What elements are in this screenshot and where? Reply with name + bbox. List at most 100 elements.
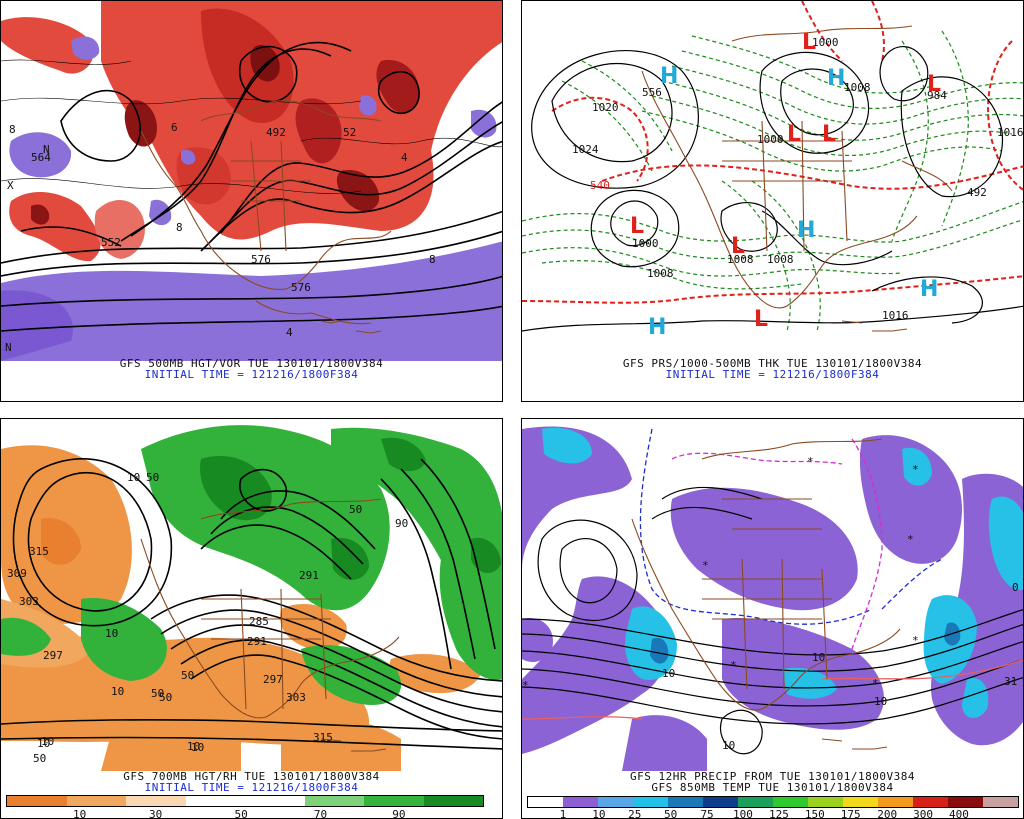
precip-colorbar <box>527 796 1019 808</box>
low-pressure-symbol: L <box>787 122 801 147</box>
colorbar-label: 10 <box>72 808 87 819</box>
colorbar-swatch <box>66 796 126 806</box>
panel-subtitle: GFS 850MB TEMP TUE 130101/1800V384 <box>651 781 894 794</box>
svg-text:1000: 1000 <box>632 237 659 250</box>
svg-text:285: 285 <box>249 615 269 628</box>
svg-text:576: 576 <box>291 281 311 294</box>
colorbar-swatch <box>878 797 913 807</box>
svg-text:291: 291 <box>299 569 319 582</box>
colorbar-swatch <box>185 796 245 806</box>
svg-text:10: 10 <box>127 471 140 484</box>
initial-time-label: INITIAL TIME = 121216/1800F384 <box>144 781 359 794</box>
colorbar-swatch <box>668 797 703 807</box>
svg-text:8: 8 <box>176 221 183 234</box>
colorbar-swatch <box>703 797 738 807</box>
svg-text:309: 309 <box>7 567 27 580</box>
low-pressure-symbol: L <box>731 234 745 259</box>
high-pressure-symbol: H <box>660 64 678 89</box>
svg-text:984: 984 <box>927 89 947 102</box>
svg-text:N: N <box>5 341 12 354</box>
panel-title: GFS PRS/1000-500MB THK TUE 130101/1800V3… <box>622 357 923 370</box>
svg-text:303: 303 <box>19 595 39 608</box>
svg-text:564: 564 <box>31 151 51 164</box>
colorbar-swatch <box>563 797 598 807</box>
panel-title: GFS 12HR PRECIP FROM TUE 130101/1800V384 <box>630 770 915 783</box>
contour-labels: 315 309 303 297 50 50 10 10 50 10 315 28… <box>7 471 408 765</box>
precipitation-light <box>522 426 1023 771</box>
map-precip-temperature: 10 10 10 10 31 0 * * * * * * * * <box>522 419 1023 771</box>
coastlines <box>631 438 901 750</box>
svg-text:8: 8 <box>429 253 436 266</box>
svg-text:10: 10 <box>662 667 675 680</box>
svg-text:552: 552 <box>101 236 121 249</box>
map-500mb-vorticity: 564 576 492 576 8 4 8 N X N 6 552 52 4 8 <box>1 1 502 361</box>
svg-text:*: * <box>872 677 879 690</box>
svg-text:1020: 1020 <box>592 101 619 114</box>
colorbar-swatch <box>245 796 305 806</box>
svg-text:8: 8 <box>9 123 16 136</box>
colorbar-label: 300 <box>913 808 933 819</box>
svg-text:50: 50 <box>151 687 164 700</box>
svg-text:90: 90 <box>395 517 408 530</box>
colorbar-label: 25 <box>628 808 642 819</box>
colorbar-label: 150 <box>804 808 825 819</box>
coastlines <box>140 100 392 334</box>
colorbar-label: 70 <box>313 808 328 819</box>
colorbar-swatch <box>528 797 563 807</box>
colorbar-swatch <box>773 797 808 807</box>
svg-text:1000: 1000 <box>812 36 839 49</box>
svg-text:315: 315 <box>29 545 49 558</box>
svg-text:50: 50 <box>33 752 46 765</box>
svg-text:50: 50 <box>159 691 172 704</box>
low-pressure-symbol: L <box>822 122 836 147</box>
colorbar-label: 400 <box>949 808 969 819</box>
svg-text:1000: 1000 <box>757 133 784 146</box>
svg-text:*: * <box>912 463 919 476</box>
colorbar-label: 1 <box>559 808 567 819</box>
panel-title: GFS 500MB HGT/VOR TUE 130101/1800V384 <box>119 357 384 370</box>
colorbar-swatch <box>913 797 948 807</box>
svg-text:315: 315 <box>313 731 333 744</box>
svg-text:1008: 1008 <box>647 267 674 280</box>
colorbar-swatch <box>364 796 424 806</box>
svg-text:*: * <box>907 533 914 546</box>
map-pressure-thickness: L L L L L L L H H H H H 1020 1024 1000 1… <box>522 1 1024 361</box>
svg-text:10: 10 <box>37 737 50 750</box>
svg-text:1016: 1016 <box>997 126 1024 139</box>
svg-text:492: 492 <box>266 126 286 139</box>
colorbar-label: 75 <box>700 808 714 819</box>
colorbar-swatch <box>843 797 878 807</box>
svg-text:492: 492 <box>967 186 987 199</box>
svg-text:297: 297 <box>263 673 283 686</box>
svg-text:1008: 1008 <box>727 253 754 266</box>
height-contours <box>1 458 502 750</box>
low-pressure-symbol: L <box>754 307 768 332</box>
svg-text:10: 10 <box>191 741 204 754</box>
isotherms-0c <box>522 428 1023 720</box>
high-pressure-symbol: H <box>797 218 815 243</box>
humidity-colorbar <box>6 795 484 807</box>
svg-text:50: 50 <box>349 503 362 516</box>
svg-text:540: 540 <box>590 179 610 192</box>
svg-text:10: 10 <box>722 739 735 752</box>
panel-700mb-height-rh: 315 309 303 297 50 50 10 10 50 10 315 28… <box>0 418 503 819</box>
panel-title: GFS 700MB HGT/RH TUE 130101/1800V384 <box>123 770 380 783</box>
svg-text:10: 10 <box>812 651 825 664</box>
contour-labels: 1020 1024 1000 1000 1008 1008 1008 1008 … <box>572 36 1024 322</box>
panel-500mb-height-vorticity: 564 576 492 576 8 4 8 N X N 6 552 52 4 8… <box>0 0 503 402</box>
contour-labels: 564 576 492 576 8 4 8 N X N 6 552 52 4 8 <box>5 121 436 354</box>
high-pressure-symbol: H <box>920 277 938 302</box>
colorbar-swatch <box>304 796 364 806</box>
svg-text:4: 4 <box>286 326 293 339</box>
dry-humidity-areas <box>1 445 481 771</box>
high-pressure-symbol: H <box>827 66 845 91</box>
svg-text:1008: 1008 <box>767 253 794 266</box>
vorticity-contours <box>1 59 502 194</box>
map-700mb-rh: 315 309 303 297 50 50 10 10 50 10 315 28… <box>1 419 502 771</box>
temperature-contours <box>522 486 1023 755</box>
svg-text:*: * <box>522 679 529 692</box>
initial-time-label: INITIAL TIME = 121216/1800F384 <box>665 368 880 381</box>
svg-text:52: 52 <box>343 126 356 139</box>
svg-text:0: 0 <box>1012 581 1019 594</box>
svg-text:6: 6 <box>171 121 178 134</box>
